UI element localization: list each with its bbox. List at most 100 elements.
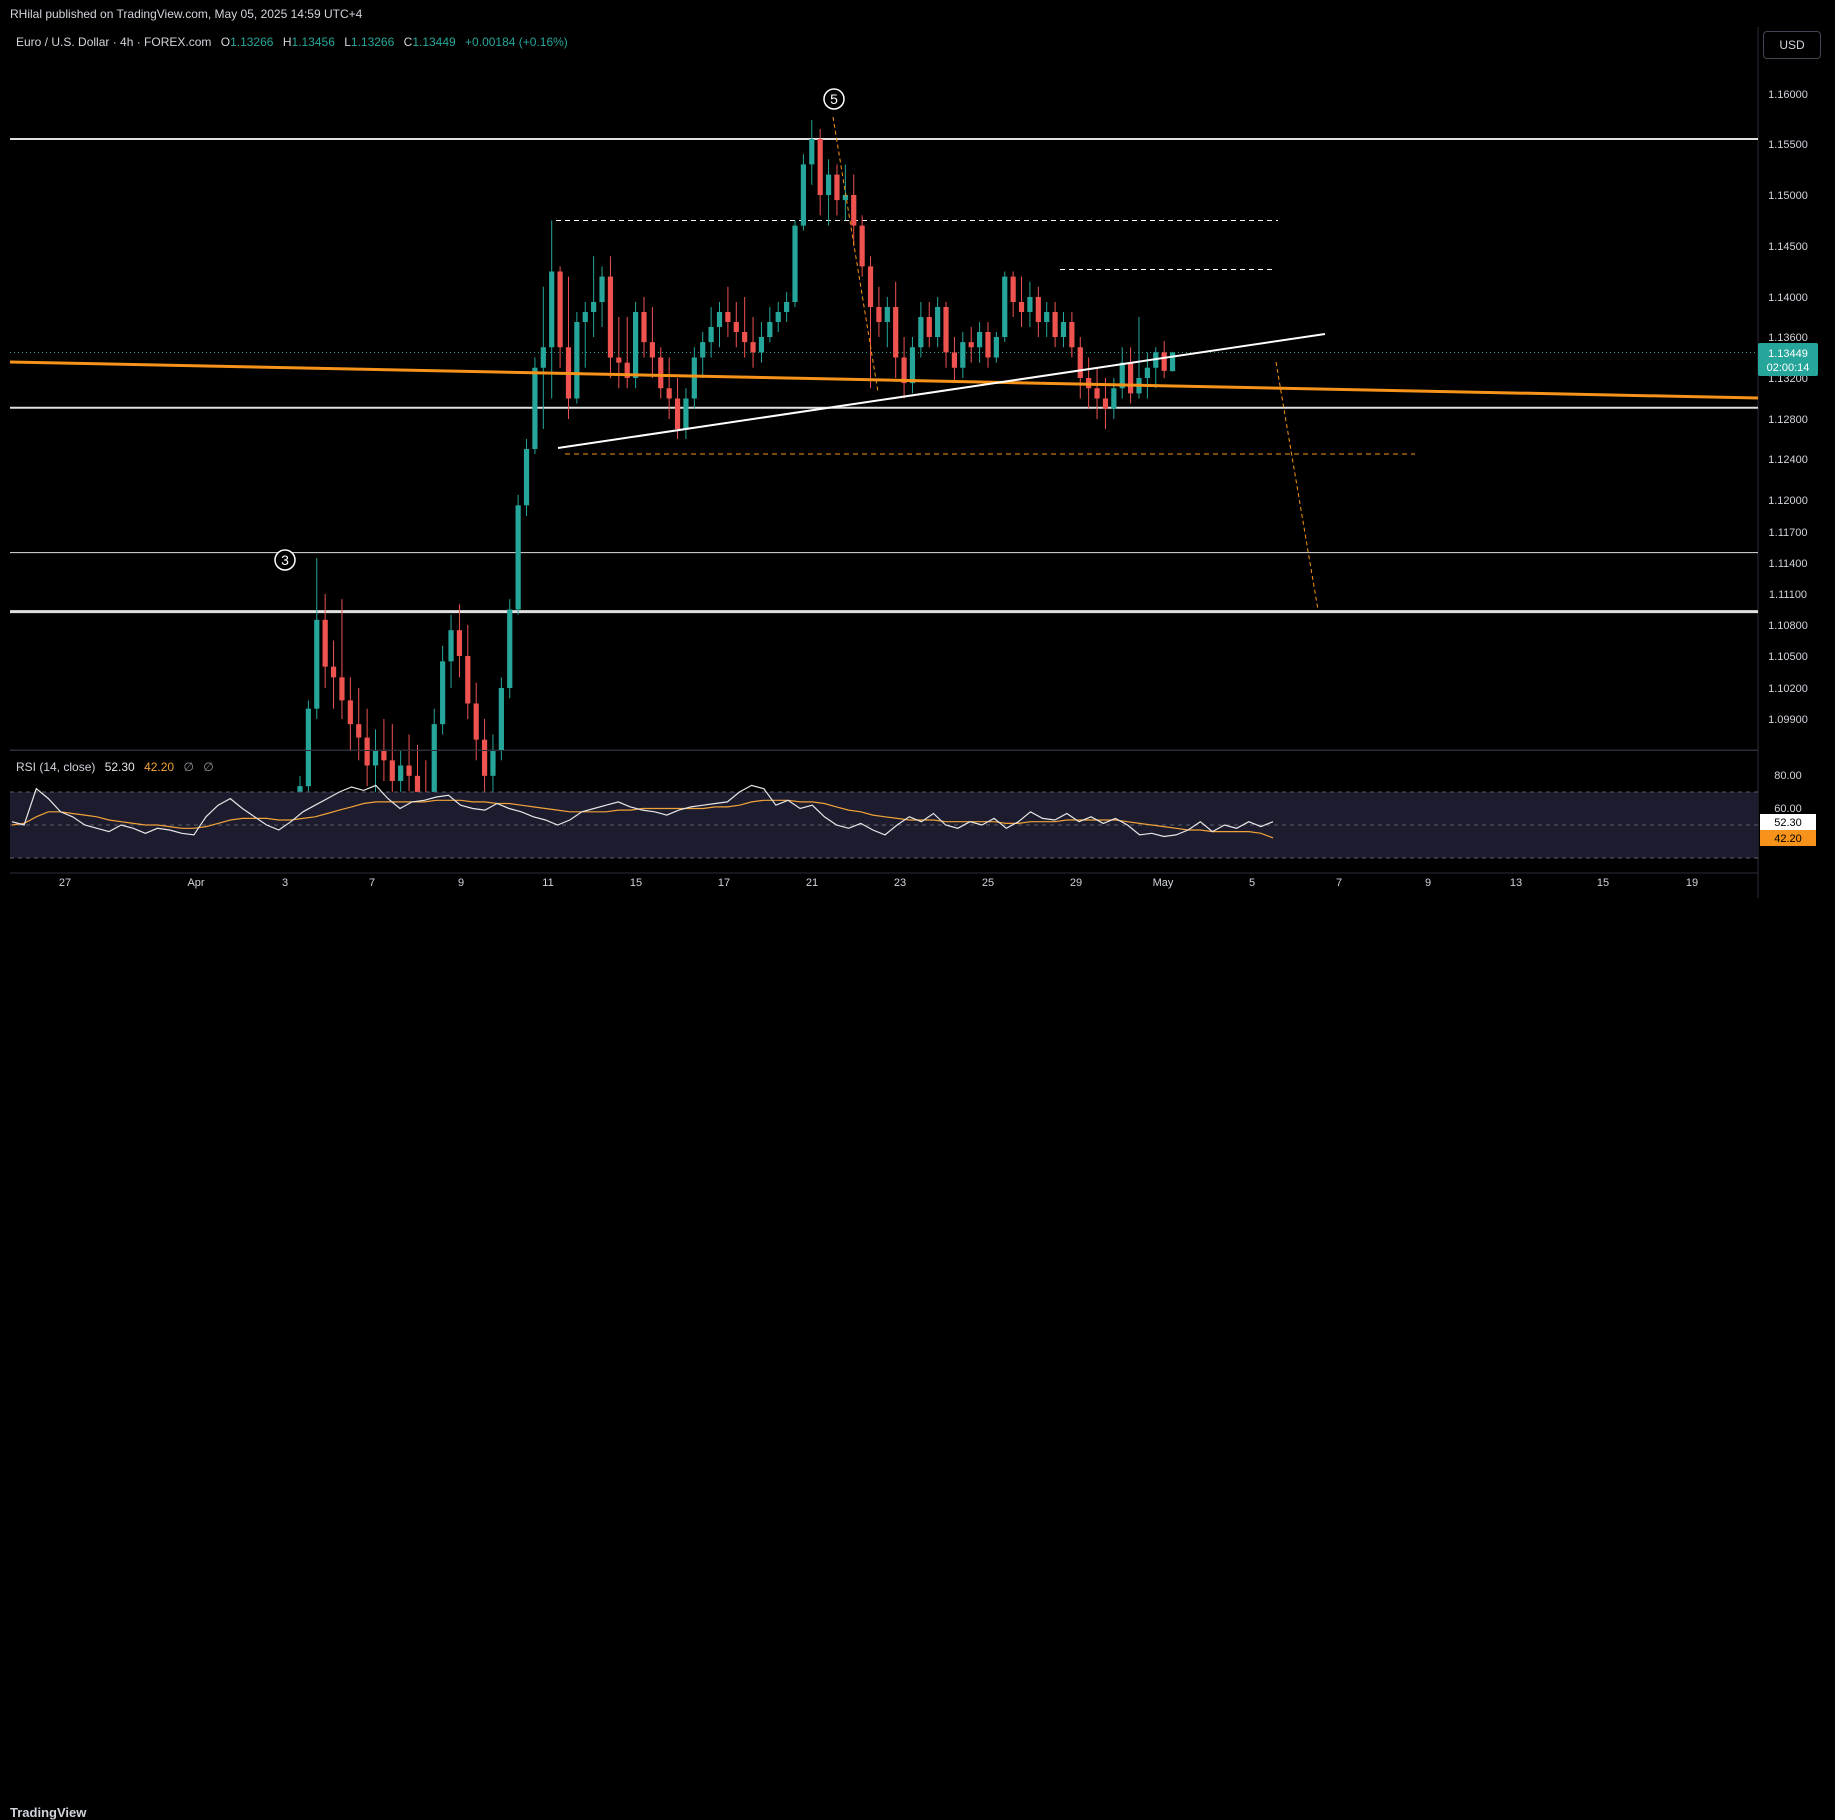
candle-body xyxy=(356,724,362,738)
candle xyxy=(1128,347,1134,404)
rsi-value: 52.30 xyxy=(104,760,135,774)
candle xyxy=(448,614,454,688)
candle-body xyxy=(1077,347,1083,378)
candle-body xyxy=(633,312,639,378)
candle-body xyxy=(817,139,823,195)
price-tick-label: 1.09900 xyxy=(1768,714,1808,726)
high-label: H xyxy=(282,35,292,49)
price-tick-label: 1.11100 xyxy=(1769,589,1807,601)
candle-body xyxy=(1002,276,1008,337)
candle-body xyxy=(1102,398,1109,409)
time-tick-label: 3 xyxy=(282,877,288,889)
time-tick-label: 29 xyxy=(1070,877,1082,889)
published-by-text: RHilal published on TradingView.com, May… xyxy=(10,7,363,21)
candle-body xyxy=(893,307,899,358)
candle xyxy=(356,688,362,761)
candle-body xyxy=(1069,322,1075,348)
candle-body xyxy=(674,398,681,429)
orange-trendline xyxy=(9,360,1759,400)
candle xyxy=(784,291,790,322)
time-tick-label: 9 xyxy=(1425,877,1431,889)
candle-body xyxy=(1018,302,1025,312)
candle xyxy=(951,337,958,384)
candle xyxy=(884,297,890,348)
candle xyxy=(607,256,614,378)
candle-body xyxy=(926,317,932,337)
candle xyxy=(1069,312,1075,358)
candle-body xyxy=(985,332,991,358)
candle-body xyxy=(993,337,999,358)
candle-body xyxy=(825,174,832,195)
rsi-value-tag-bg xyxy=(1760,814,1816,830)
high-value: 1.13456 xyxy=(291,35,335,49)
time-tick-label: 13 xyxy=(1510,877,1522,889)
candle-body xyxy=(599,276,605,302)
currency-button[interactable]: USD xyxy=(1763,31,1821,59)
candle-body xyxy=(834,174,840,201)
candle-body xyxy=(884,307,890,322)
time-tick-label: 11 xyxy=(542,877,553,889)
wave-projection-1 xyxy=(832,116,879,393)
rsi-ma-tag: 42.20 xyxy=(1774,833,1802,845)
candle-body xyxy=(1010,276,1016,302)
candle-body xyxy=(935,307,941,337)
candle-body xyxy=(1161,352,1167,371)
candle xyxy=(1027,281,1033,327)
candle-body xyxy=(389,760,395,781)
time-tick-label: 9 xyxy=(458,877,464,889)
candle-body xyxy=(339,677,345,701)
candle xyxy=(876,286,882,337)
price-tick-label: 1.14000 xyxy=(1768,292,1808,304)
candle-body xyxy=(909,347,916,384)
candle-body xyxy=(867,266,874,307)
candle xyxy=(909,337,916,394)
candle-body xyxy=(1094,388,1100,399)
candle-body xyxy=(473,703,479,740)
candle-body xyxy=(716,312,723,327)
candle-body xyxy=(1128,362,1134,394)
candle-body xyxy=(976,332,983,348)
rsi-ma-tag-bg xyxy=(1760,830,1816,846)
rsi-empty-2: ∅ xyxy=(203,760,214,774)
candle xyxy=(1035,286,1041,337)
candle xyxy=(481,719,488,792)
candle-body xyxy=(591,302,597,312)
candle-body xyxy=(314,619,320,709)
time-tick-label: 17 xyxy=(718,877,730,889)
candle xyxy=(649,307,655,378)
candle-body xyxy=(859,225,865,267)
price-tick-label: 1.16000 xyxy=(1768,89,1808,101)
candle-body xyxy=(968,342,974,348)
candle-body xyxy=(607,276,614,358)
candle xyxy=(582,302,588,368)
time-tick-label: 27 xyxy=(59,877,71,889)
symbol-title[interactable]: Euro / U.S. Dollar · 4h · FOREX.com xyxy=(16,35,212,49)
candle-body xyxy=(414,775,421,797)
candle-body xyxy=(733,322,739,332)
candle xyxy=(859,215,865,277)
wave-label-circle xyxy=(823,88,845,110)
candle-body xyxy=(305,708,311,787)
last-price-tag-bg xyxy=(1758,343,1818,376)
price-tick-label: 1.12000 xyxy=(1768,495,1808,507)
price-tick-label: 1.12800 xyxy=(1768,414,1808,426)
candle xyxy=(775,302,781,332)
candle xyxy=(1052,302,1058,348)
tradingview-logo[interactable]: TradingView xyxy=(10,1805,87,1820)
time-tick-label: 7 xyxy=(369,877,375,889)
chart-canvas[interactable]: 53 1.160001.155001.150001.145001.140001.… xyxy=(0,0,1835,931)
price-axis: 1.16000 1.15500 1.15000 1.14500 1.14000 1.136… xyxy=(1768,89,1808,726)
candle xyxy=(700,332,706,378)
candle xyxy=(968,327,974,363)
wave-label: 3 xyxy=(281,552,289,568)
candle-body xyxy=(1027,297,1033,312)
change-value: +0.00184 (+0.16%) xyxy=(465,35,568,49)
candle xyxy=(1161,341,1167,378)
candle xyxy=(599,266,605,327)
candle xyxy=(574,312,580,404)
candle-body xyxy=(490,750,496,776)
candle-body xyxy=(809,139,815,165)
candle-body xyxy=(641,312,647,343)
rsi-title[interactable]: RSI (14, close) xyxy=(16,760,96,774)
time-tick-label: 25 xyxy=(982,877,994,889)
